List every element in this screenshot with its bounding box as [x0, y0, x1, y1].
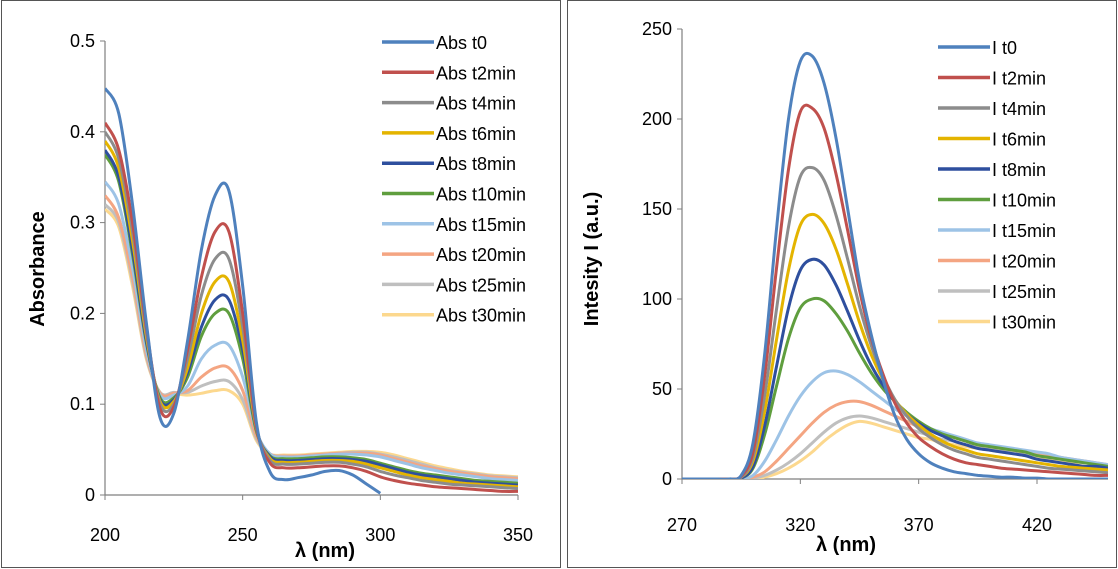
legend-label: Abs t20min [436, 245, 526, 265]
y-tick-label: 0.4 [70, 122, 95, 142]
x-tick-label: 300 [365, 525, 395, 545]
legend-label: I t8min [992, 160, 1046, 180]
intensity-chart: 0 50 100 150 200 250 270 320 370 420 λ (nm) Intesit… [581, 19, 1108, 556]
series-line-7 [105, 194, 518, 481]
legend-label: I t20min [992, 252, 1056, 272]
x-axis-title: λ (nm) [816, 534, 876, 556]
absorbance-chart: 0 0.1 0.2 0.3 0.4 0.5 200 250 300 350 λ (nm) Absorb… [27, 31, 533, 562]
series-line-0 [105, 87, 382, 495]
y-tick-label: 0.2 [70, 303, 95, 323]
legend-label: I t10min [992, 191, 1056, 211]
legend-label: I t30min [992, 313, 1056, 333]
intensity-chart-panel: 0 50 100 150 200 250 270 320 370 420 λ (nm) Intesit… [567, 0, 1117, 568]
x-tick-label: 200 [90, 525, 120, 545]
legend-label: Abs t0 [436, 33, 487, 53]
series-line-1 [105, 121, 518, 493]
y-tick-label: 0 [85, 485, 95, 505]
absorbance-chart-panel: 0 0.1 0.2 0.3 0.4 0.5 200 250 300 350 λ (nm) Absorb… [1, 0, 561, 568]
y-tick-label: 100 [642, 289, 672, 309]
series-line-5 [105, 153, 518, 485]
series-line-7 [682, 399, 1108, 479]
legend-label: Abs t6min [436, 124, 516, 144]
legend-label: I t0 [992, 38, 1017, 58]
y-axis-title: Intesity I (a.u.) [581, 192, 603, 326]
series-line-1 [682, 103, 1108, 479]
legend-label: Abs t2min [436, 63, 516, 83]
x-tick-label: 350 [503, 525, 533, 545]
x-tick-label: 420 [1022, 515, 1052, 535]
y-tick-label: 0 [662, 469, 672, 489]
y-tick-label: 50 [652, 379, 672, 399]
legend-label: I t4min [992, 99, 1046, 119]
legend-label: I t6min [992, 130, 1046, 150]
series-line-0 [682, 51, 1108, 479]
y-tick-label: 0.3 [70, 213, 95, 233]
y-axis-title: Absorbance [27, 211, 49, 327]
legend-label: I t15min [992, 221, 1056, 241]
legend-label: Abs t25min [436, 275, 526, 295]
legend-label: Abs t15min [436, 215, 526, 235]
series-line-2 [682, 165, 1108, 479]
series-line-2 [105, 131, 518, 491]
y-tick-label: 250 [642, 19, 672, 39]
legend-label: Abs t4min [436, 94, 516, 114]
x-axis-title: λ (nm) [295, 540, 355, 562]
y-tick-label: 0.1 [70, 394, 95, 414]
x-tick-label: 320 [785, 515, 815, 535]
x-tick-label: 370 [904, 515, 934, 535]
series-line-6 [105, 180, 518, 482]
legend-label: Abs t10min [436, 185, 526, 205]
legend-label: I t25min [992, 282, 1056, 302]
x-tick-label: 270 [667, 515, 697, 535]
legend-label: Abs t30min [436, 306, 526, 326]
y-tick-label: 150 [642, 199, 672, 219]
series-line-3 [105, 140, 518, 489]
y-tick-label: 0.5 [70, 31, 95, 51]
y-tick-label: 200 [642, 109, 672, 129]
legend-label: I t2min [992, 69, 1046, 89]
x-tick-label: 250 [228, 525, 258, 545]
legend-label: Abs t8min [436, 154, 516, 174]
